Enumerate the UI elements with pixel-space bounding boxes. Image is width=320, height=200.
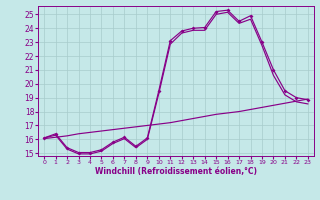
X-axis label: Windchill (Refroidissement éolien,°C): Windchill (Refroidissement éolien,°C) <box>95 167 257 176</box>
